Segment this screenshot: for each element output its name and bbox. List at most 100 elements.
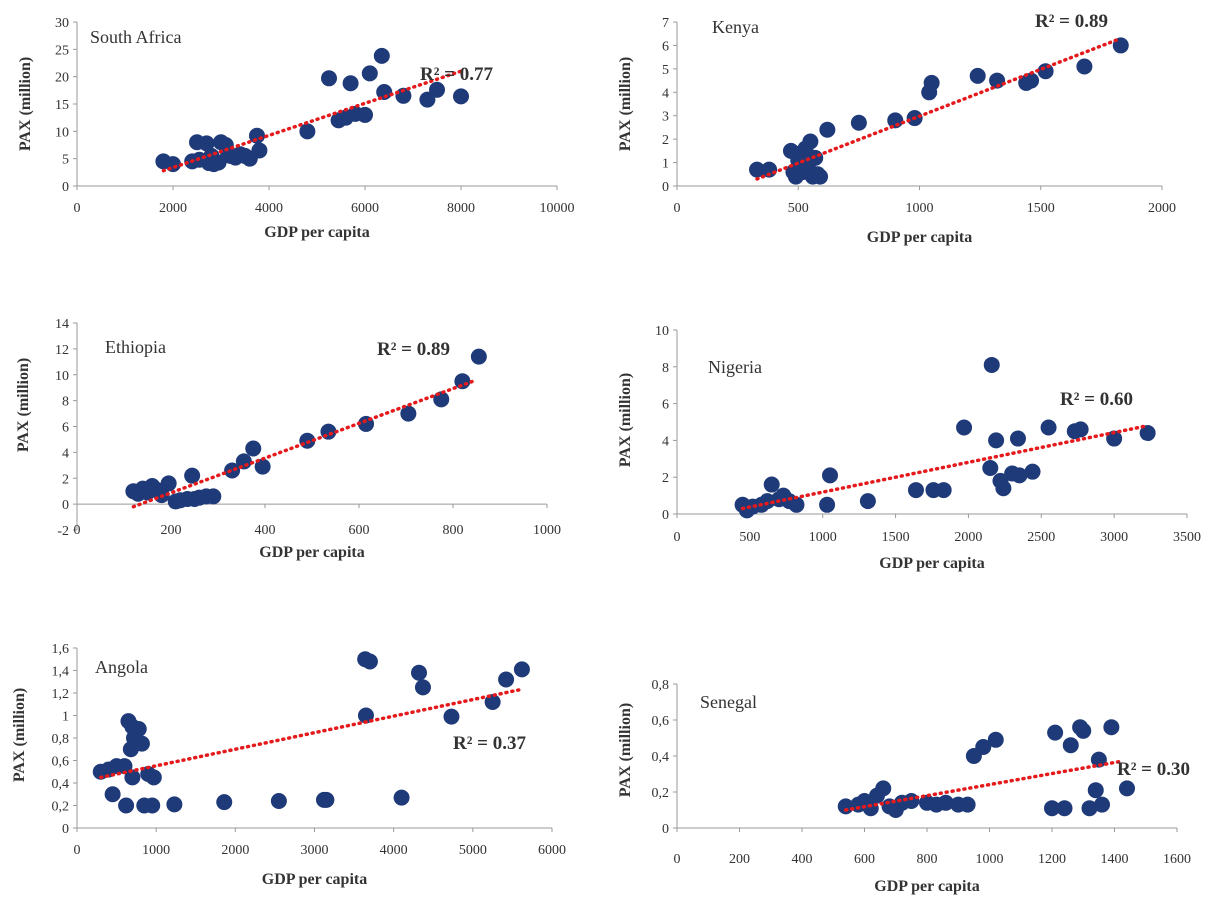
data-point	[145, 769, 162, 786]
data-point	[224, 462, 241, 479]
y-tick-label: 0,6	[652, 714, 670, 729]
x-tick-label: 8000	[447, 201, 475, 216]
x-tick-label: 0	[674, 852, 681, 867]
data-point	[321, 70, 337, 87]
data-point	[763, 476, 780, 493]
x-tick-label: 3000	[301, 843, 329, 858]
data-point	[812, 168, 829, 185]
x-tick-label: 0	[674, 201, 681, 216]
data-point	[373, 47, 390, 64]
data-point	[850, 114, 867, 131]
y-tick-label: -2	[57, 524, 69, 539]
data-point	[1106, 430, 1123, 447]
x-axis-title: GDP per capita	[879, 555, 984, 572]
y-tick-label: 1,6	[52, 642, 70, 657]
y-tick-label: 10	[655, 324, 669, 339]
y-tick-label: 8	[62, 395, 69, 410]
r-squared-label: R² = 0.30	[1117, 759, 1190, 780]
data-point	[1072, 421, 1089, 438]
data-point	[299, 123, 316, 140]
data-point	[969, 67, 986, 84]
data-point	[144, 797, 161, 814]
data-point	[956, 419, 973, 436]
data-point	[133, 735, 150, 752]
y-tick-label: 0	[662, 180, 669, 195]
y-tick-label: 3	[662, 110, 669, 125]
data-point	[124, 769, 141, 786]
data-point	[198, 135, 215, 152]
r-squared-label: R² = 0.60	[1060, 389, 1133, 410]
y-tick-label: 7	[662, 16, 669, 31]
data-point	[160, 475, 177, 492]
country-label: Angola	[95, 657, 148, 677]
y-tick-label: 20	[55, 71, 69, 86]
data-point	[1119, 780, 1135, 797]
x-tick-label: 1000	[906, 201, 934, 216]
x-tick-label: 1400	[1101, 852, 1129, 867]
data-point	[822, 467, 838, 484]
scatter-panel-senegal: 0 0,2 0,4 0,6 0,8 0 200 400 600 800 1000 1200 1400 16…	[617, 678, 1191, 895]
data-point	[1139, 425, 1156, 442]
y-tick-label: 6	[662, 39, 669, 54]
y-tick-label: 0	[662, 822, 669, 837]
data-point	[1087, 782, 1104, 799]
data-point	[130, 721, 147, 737]
x-tick-label: 500	[788, 201, 809, 216]
y-tick-label: 25	[55, 43, 69, 58]
x-tick-label: 1000	[809, 530, 837, 545]
y-tick-label: 1,2	[52, 687, 70, 702]
x-tick-label: 3000	[1100, 530, 1128, 545]
y-tick-label: 6	[62, 421, 69, 436]
x-tick-label: 6000	[351, 201, 379, 216]
x-axis-title: GDP per capita	[874, 878, 979, 895]
y-tick-label: 4	[662, 434, 669, 449]
country-label: Ethiopia	[105, 337, 166, 357]
data-point	[802, 133, 819, 150]
x-tick-label: 0	[74, 523, 81, 538]
y-tick-label: 30	[55, 16, 69, 31]
x-tick-label: 4000	[255, 201, 283, 216]
x-tick-label: 0	[74, 201, 81, 216]
data-point	[975, 739, 992, 755]
data-point	[749, 161, 766, 178]
x-tick-label: 400	[255, 523, 276, 538]
scatter-panel-kenya: 0 1 2 3 4 5 6 7 0 500 1000 1500 2000 GDP per capita PA…	[617, 11, 1176, 246]
data-point	[1024, 463, 1041, 480]
data-point	[361, 65, 378, 82]
x-tick-label: 1600	[1163, 852, 1191, 867]
y-tick-label: 0,4	[652, 750, 670, 765]
x-tick-label: 6000	[538, 843, 566, 858]
data-point	[498, 671, 515, 688]
x-tick-label: 2000	[221, 843, 249, 858]
y-tick-label: 5	[62, 153, 69, 168]
country-label: Nigeria	[708, 357, 762, 377]
y-axis-title: PAX (million)	[17, 57, 34, 151]
x-tick-label: 200	[729, 852, 750, 867]
data-point	[205, 488, 222, 505]
y-axis-title: PAX (million)	[617, 703, 634, 797]
y-tick-label: 15	[55, 98, 69, 113]
data-point	[184, 467, 201, 484]
data-point	[320, 423, 337, 440]
data-point	[393, 789, 410, 806]
data-point	[875, 780, 892, 797]
y-tick-label: 1	[62, 710, 69, 725]
scatter-panel-ethiopia: -2 0 2 4 6 8 10 12 14 0 200 400 600 800 1000 GDP per ca…	[15, 317, 561, 561]
country-label: South Africa	[90, 27, 182, 47]
y-tick-label: 0,8	[52, 732, 70, 747]
y-tick-label: 0	[62, 498, 69, 513]
trend-line	[99, 687, 523, 780]
data-point	[1009, 430, 1026, 447]
data-point	[513, 661, 530, 678]
data-point	[935, 482, 952, 499]
r-squared-label: R² = 0.89	[377, 339, 450, 360]
y-tick-label: 0,4	[52, 777, 70, 792]
country-label: Kenya	[712, 17, 759, 37]
x-tick-label: 10000	[540, 201, 575, 216]
x-tick-label: 3500	[1173, 530, 1201, 545]
y-tick-label: 10	[55, 369, 69, 384]
x-tick-label: 1000	[533, 523, 561, 538]
y-axis-title: PAX (million)	[15, 358, 32, 452]
trend-line	[844, 759, 1123, 812]
y-tick-label: 4	[62, 446, 69, 461]
